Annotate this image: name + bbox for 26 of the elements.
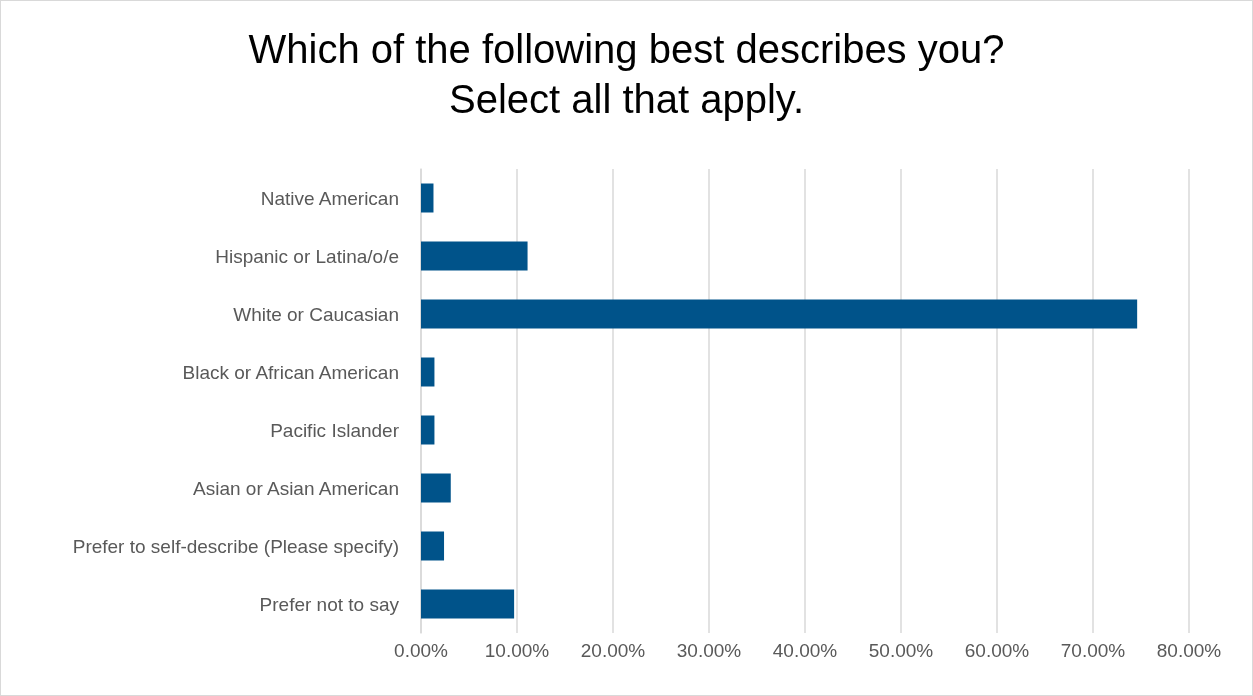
bar	[421, 299, 1138, 329]
bar	[421, 241, 528, 271]
y-tick-label: Prefer to self-describe (Please specify)	[72, 535, 399, 557]
y-tick-label: Native American	[260, 187, 399, 209]
x-tick-label: 70.00%	[1060, 640, 1126, 661]
bar	[421, 589, 515, 619]
x-tick-label: 30.00%	[676, 640, 742, 661]
x-tick-label: 50.00%	[868, 640, 934, 661]
x-tick-label: 40.00%	[772, 640, 838, 661]
chart-title: Which of the following best describes you? Select all that apply.	[248, 27, 1005, 121]
y-tick-label: Hispanic or Latina/o/e	[215, 245, 399, 267]
x-tick-label: 10.00%	[484, 640, 550, 661]
bar	[421, 531, 445, 561]
y-tick-label: White or Caucasian	[233, 303, 399, 325]
bar	[421, 415, 435, 445]
x-tick-label: 60.00%	[964, 640, 1030, 661]
y-tick-label: Black or African American	[182, 361, 399, 383]
y-tick-label: Prefer not to say	[259, 593, 400, 615]
y-tick-label: Asian or Asian American	[193, 477, 399, 499]
x-tick-label: 0.00%	[394, 640, 449, 661]
bar	[421, 183, 434, 213]
x-tick-label: 20.00%	[580, 640, 646, 661]
x-tick-label: 80.00%	[1156, 640, 1222, 661]
bar	[421, 357, 435, 387]
y-tick-label: Pacific Islander	[270, 419, 400, 441]
bar	[421, 473, 451, 503]
